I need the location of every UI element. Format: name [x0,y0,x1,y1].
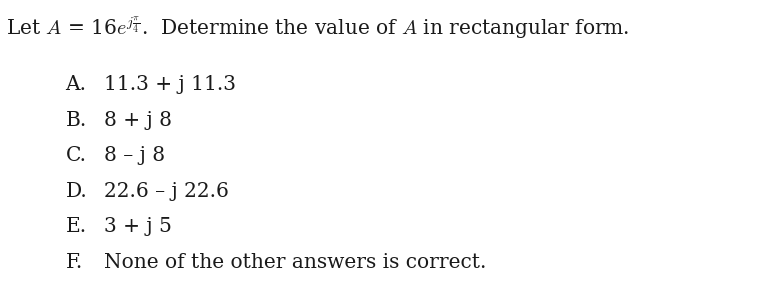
Text: 22.6 – j 22.6: 22.6 – j 22.6 [104,182,229,201]
Text: None of the other answers is correct.: None of the other answers is correct. [104,253,487,272]
Text: C.: C. [66,146,86,165]
Text: F.: F. [66,253,82,272]
Text: 8 – j 8: 8 – j 8 [104,146,165,165]
Text: E.: E. [66,217,86,236]
Text: 11.3 + j 11.3: 11.3 + j 11.3 [104,75,236,94]
Text: B.: B. [66,111,87,130]
Text: 8 + j 8: 8 + j 8 [104,111,172,130]
Text: A.: A. [66,75,86,94]
Text: Let $\mathit{A}$ = 16$\mathit{e}^{j\frac{\pi}{4}}$.  Determine the value of $\ma: Let $\mathit{A}$ = 16$\mathit{e}^{j\frac… [6,15,630,41]
Text: 3 + j 5: 3 + j 5 [104,217,172,236]
Text: D.: D. [66,182,87,201]
